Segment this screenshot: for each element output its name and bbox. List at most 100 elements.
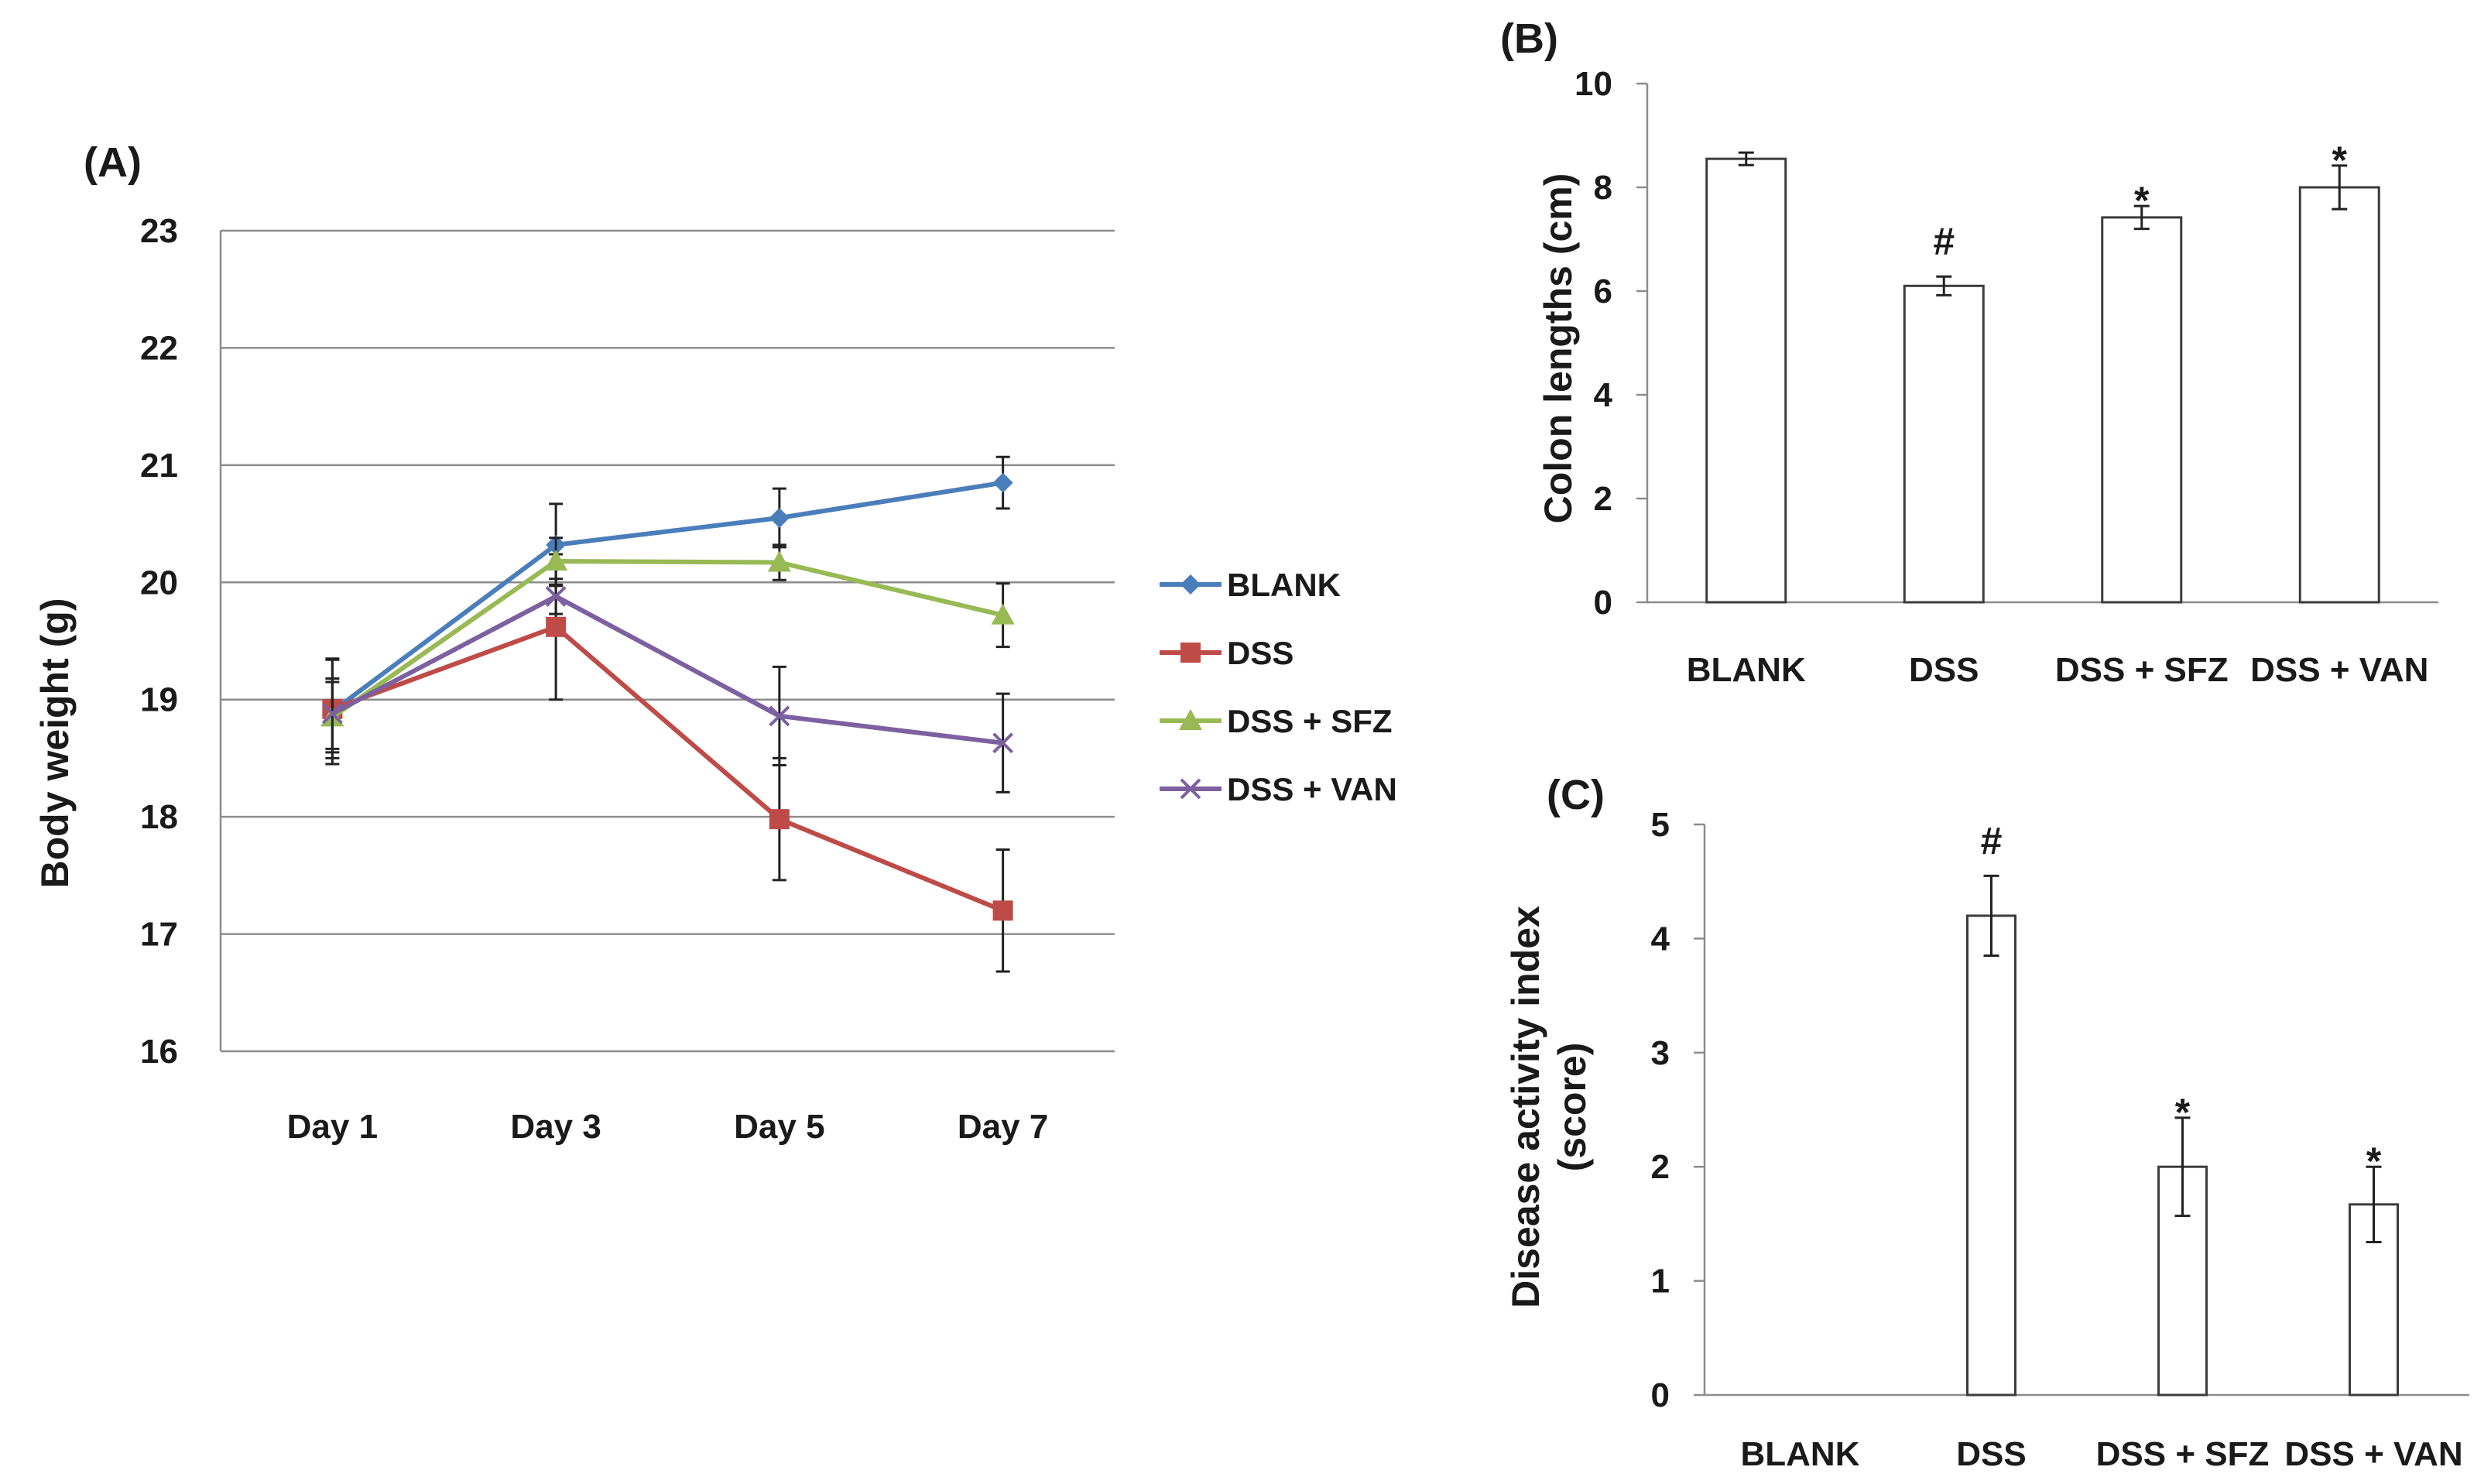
bar-group-dss-sfz: * <box>2157 1091 2208 1397</box>
panel-a-gridlines <box>221 229 1115 935</box>
bar-dss <box>1966 914 2016 1397</box>
series-line-blank <box>331 480 1004 714</box>
legend-label: DSS + SFZ <box>1227 703 1393 739</box>
panel-c-y-axis-label-line2: (score) <box>1550 1043 1594 1172</box>
legend-label: DSS + VAN <box>1227 771 1397 807</box>
panel-b-x-ticks: BLANK DSS DSS + SFZ DSS + VAN <box>1687 651 2429 689</box>
series-line-dss <box>331 624 1004 913</box>
significance-asterisk: * <box>2134 179 2150 222</box>
panel-a-series <box>320 455 1015 973</box>
y-tick-label: 2 <box>1651 1148 1670 1186</box>
error-bar <box>1983 874 1999 958</box>
data-point-blank <box>769 508 790 528</box>
significance-hash: # <box>1981 819 2003 862</box>
significance-asterisk: * <box>2366 1140 2382 1183</box>
x-tick-label-dss: DSS <box>1909 651 1979 689</box>
panel-b-y-axis-label: Colon lengths (cm) <box>1537 173 1580 524</box>
data-point-dss-sfz <box>544 550 568 571</box>
y-tick-label: 4 <box>1651 920 1670 958</box>
panel-b-bar-chart: (B) Colon lengths (cm) 0 2 4 6 8 10 # * * BLANK… <box>1500 15 2438 689</box>
x-tick-label-blank: BLANK <box>1687 651 1806 689</box>
bar-dss <box>1903 284 1985 604</box>
bar-group-dss: # <box>1966 819 2016 1397</box>
series-blank <box>322 455 1013 766</box>
data-point-dss-sfz <box>767 550 791 572</box>
panel-c-bars: # * * <box>1966 819 2399 1397</box>
data-point-dss-van <box>992 732 1014 754</box>
legend-label: BLANK <box>1227 567 1341 603</box>
panel-c-axes <box>1703 824 2469 1397</box>
panel-a-axes <box>219 231 1115 1053</box>
y-tick-label: 0 <box>1651 1376 1670 1414</box>
y-tick-label: 20 <box>140 564 178 601</box>
y-tick-label: 6 <box>1594 272 1612 310</box>
panel-b-label: (B) <box>1500 15 1558 62</box>
series-line-dss-sfz <box>331 559 1004 719</box>
x-tick-label-dss-sfz: DSS + SFZ <box>2096 1435 2270 1473</box>
y-tick-label: 17 <box>140 916 178 954</box>
panel-a-label: (A) <box>84 139 142 186</box>
y-tick-label: 5 <box>1651 806 1670 844</box>
panel-c-label: (C) <box>1547 772 1605 818</box>
y-tick-label: 10 <box>1574 65 1612 103</box>
bar-dss-van <box>2298 186 2380 604</box>
panel-b-y-ticks: 0 2 4 6 8 10 <box>1574 65 1647 622</box>
legend-marker <box>1179 709 1202 730</box>
y-tick-label: 8 <box>1594 169 1612 207</box>
legend-marker <box>1180 574 1201 595</box>
series-line-dss-van <box>331 594 1003 745</box>
bar-group-dss-sfz: * <box>2101 179 2183 604</box>
data-point-dss <box>992 900 1013 921</box>
series-dss-van <box>321 577 1014 793</box>
y-tick-label: 2 <box>1594 480 1612 518</box>
panel-a-y-ticks: 16 17 18 19 20 21 22 23 <box>140 212 178 1071</box>
legend-marker <box>1180 778 1201 800</box>
bar-group-dss-van: * <box>2349 1140 2399 1397</box>
x-tick-label-dss-sfz: DSS + SFZ <box>2055 651 2229 689</box>
legend-marker <box>1180 643 1201 663</box>
y-tick-label: 0 <box>1594 584 1612 622</box>
bar-group-dss-van: * <box>2298 139 2380 604</box>
panel-a-line-chart: (A) Body weight (g) 16 17 18 19 20 21 22 23 Day… <box>33 139 1397 1146</box>
bar-group-dss: # <box>1903 220 1985 604</box>
error-bar <box>1936 275 1952 296</box>
x-tick-label-blank: BLANK <box>1741 1435 1860 1473</box>
x-tick-label-day-5: Day 5 <box>734 1108 824 1146</box>
series-dss <box>322 553 1013 973</box>
y-tick-label: 23 <box>140 212 178 250</box>
x-tick-label-day-7: Day 7 <box>958 1108 1048 1146</box>
y-tick-label: 21 <box>140 447 178 485</box>
panel-c-x-ticks: BLANK DSS DSS + SFZ DSS + VAN <box>1741 1435 2463 1473</box>
legend-item-blank: BLANK <box>1160 567 1341 603</box>
bar-group-blank <box>1705 151 1787 604</box>
error-bar <box>2133 204 2150 231</box>
significance-asterisk: * <box>2175 1091 2191 1134</box>
y-tick-label: 16 <box>140 1033 178 1071</box>
legend-item-dss: DSS <box>1160 635 1293 671</box>
data-point-dss-van <box>321 703 343 725</box>
y-tick-label: 1 <box>1651 1263 1670 1301</box>
data-point-dss-sfz <box>991 603 1015 625</box>
error-bar <box>1738 151 1754 166</box>
y-tick-label: 18 <box>140 798 178 836</box>
x-tick-label-dss-van: DSS + VAN <box>2250 651 2428 689</box>
legend-label: DSS <box>1227 635 1293 671</box>
x-tick-label-day-3: Day 3 <box>510 1108 601 1146</box>
y-tick-label: 19 <box>140 681 178 719</box>
panel-c-y-ticks: 0 1 2 3 4 5 <box>1651 806 1705 1414</box>
error-bar <box>2174 1116 2191 1218</box>
significance-hash: # <box>1933 220 1955 263</box>
data-point-dss-van <box>769 705 790 727</box>
x-tick-label-dss: DSS <box>1956 1435 2026 1473</box>
bar-blank <box>1705 157 1787 604</box>
panel-c-y-axis-label-line1: Disease activity index <box>1504 906 1547 1308</box>
error-bar <box>2366 1165 2382 1243</box>
bar-dss-sfz <box>2101 216 2183 604</box>
error-bar <box>2332 164 2348 211</box>
y-tick-label: 3 <box>1651 1034 1670 1072</box>
y-tick-label: 4 <box>1594 376 1613 414</box>
x-tick-label-dss-van: DSS + VAN <box>2284 1435 2462 1473</box>
legend-item-dss-van: DSS + VAN <box>1160 771 1397 807</box>
y-tick-label: 22 <box>140 329 178 367</box>
